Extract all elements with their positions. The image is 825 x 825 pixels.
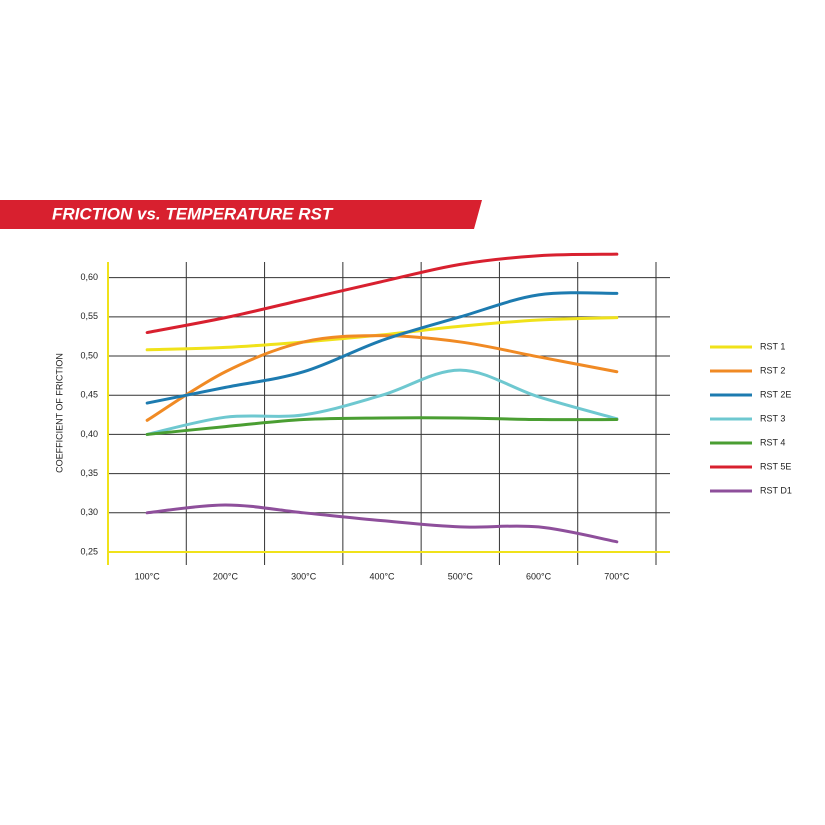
x-tick-label: 300°C — [291, 571, 317, 581]
y-axis-label: COEFFICIENT OF FRICTION — [54, 353, 64, 473]
legend-label: RST 2E — [760, 389, 791, 399]
series-line — [145, 252, 619, 335]
legend-label: RST 2 — [760, 365, 785, 375]
legend-label: RST 5E — [760, 461, 791, 471]
y-tick-label: 0,55 — [80, 311, 98, 321]
x-tick-label: 600°C — [526, 571, 552, 581]
legend-label: RST 4 — [760, 437, 785, 447]
y-tick-label: 0,45 — [80, 390, 98, 400]
series-line — [145, 416, 619, 436]
series-line — [145, 316, 619, 352]
title-banner — [0, 200, 482, 229]
x-tick-label: 500°C — [448, 571, 474, 581]
chart-title: FRICTION vs. TEMPERATURE RST — [52, 204, 334, 223]
series-line — [145, 291, 619, 405]
y-tick-label: 0,50 — [80, 350, 98, 360]
legend-label: RST D1 — [760, 485, 792, 495]
y-tick-label: 0,60 — [80, 272, 98, 282]
x-tick-label: 200°C — [213, 571, 239, 581]
y-tick-label: 0,30 — [80, 507, 98, 517]
x-tick-label: 100°C — [135, 571, 161, 581]
series-line — [145, 334, 619, 422]
series-line — [145, 368, 619, 436]
x-tick-label: 700°C — [604, 571, 630, 581]
y-tick-label: 0,25 — [80, 546, 98, 556]
y-tick-label: 0,40 — [80, 429, 98, 439]
y-tick-label: 0,35 — [80, 468, 98, 478]
legend-label: RST 1 — [760, 341, 785, 351]
legend-label: RST 3 — [760, 413, 785, 423]
x-tick-label: 400°C — [369, 571, 395, 581]
series-line — [145, 503, 619, 544]
